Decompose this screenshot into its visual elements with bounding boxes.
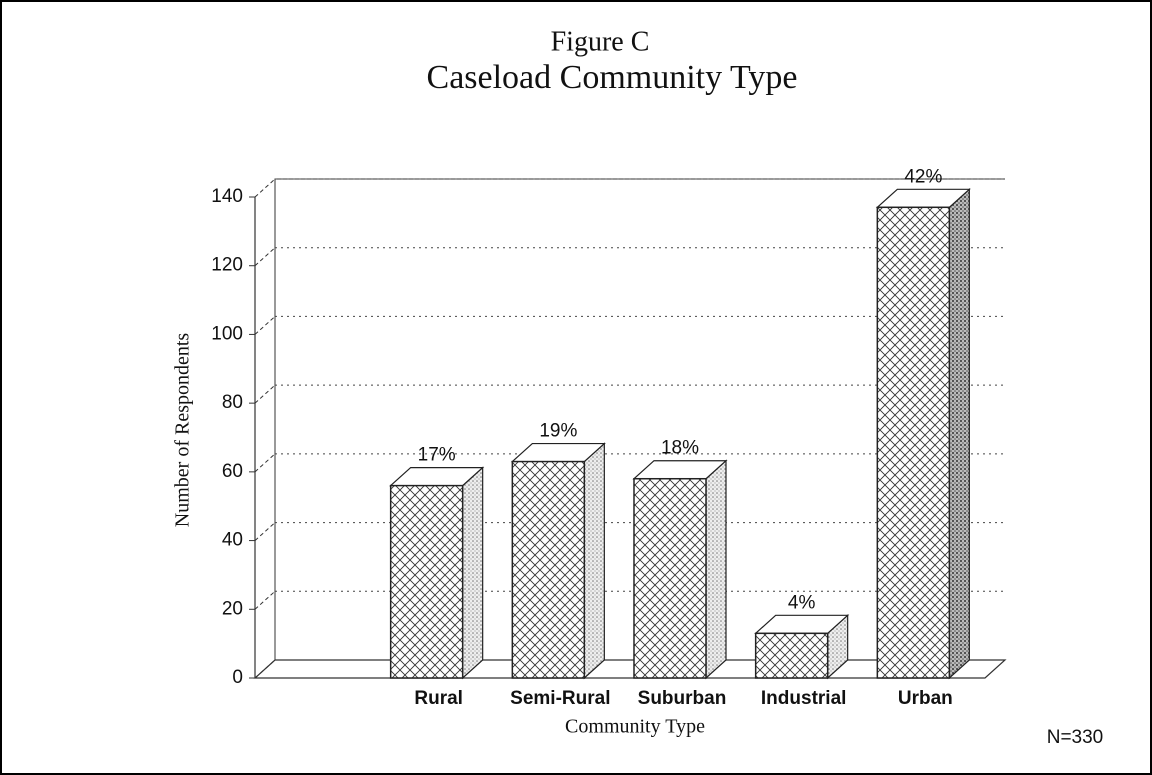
wall-connector — [254, 178, 276, 198]
wall-connector — [254, 590, 276, 610]
y-tick-label: 120 — [211, 255, 243, 276]
x-tick-label: Urban — [898, 688, 953, 709]
y-tick-label: 0 — [232, 667, 243, 688]
bar-side — [462, 466, 484, 680]
data-label: 4% — [788, 592, 816, 613]
data-label: 17% — [418, 445, 456, 466]
wall-connector — [254, 316, 276, 335]
x-tick-label: Suburban — [638, 688, 727, 709]
wall-connector — [254, 522, 276, 541]
bar-side — [948, 187, 970, 680]
wall-connector — [254, 453, 276, 473]
x-tick-label: Semi-Rural — [510, 688, 610, 709]
annotation: N=330 — [1047, 727, 1104, 748]
y-tick-label: 80 — [222, 392, 243, 413]
y-tick-label: 100 — [211, 323, 243, 344]
bar — [754, 632, 829, 679]
wall-connector — [254, 659, 276, 679]
x-tick-label: Industrial — [761, 688, 847, 709]
bar-side — [705, 459, 727, 680]
data-label: 19% — [539, 421, 577, 442]
data-label: 42% — [904, 166, 942, 187]
bar — [511, 460, 586, 679]
y-tick-label: 140 — [211, 186, 243, 207]
y-tick-label: 60 — [222, 461, 243, 482]
y-tick-label: 40 — [222, 530, 243, 551]
bar — [633, 477, 707, 679]
bar — [876, 206, 951, 679]
wall-connector — [254, 247, 276, 267]
chart-subtitle: Caseload Community Type — [427, 59, 798, 96]
data-label: 18% — [661, 438, 699, 459]
x-axis-label: Community Type — [565, 716, 705, 738]
x-tick-label: Rural — [414, 688, 463, 709]
bar-side — [583, 442, 605, 680]
bar — [389, 484, 464, 679]
y-tick-label: 20 — [222, 598, 243, 619]
y-axis-label: Number of Respondents — [172, 333, 194, 528]
chart-title: Figure C — [551, 26, 650, 57]
wall-connector — [254, 384, 276, 404]
